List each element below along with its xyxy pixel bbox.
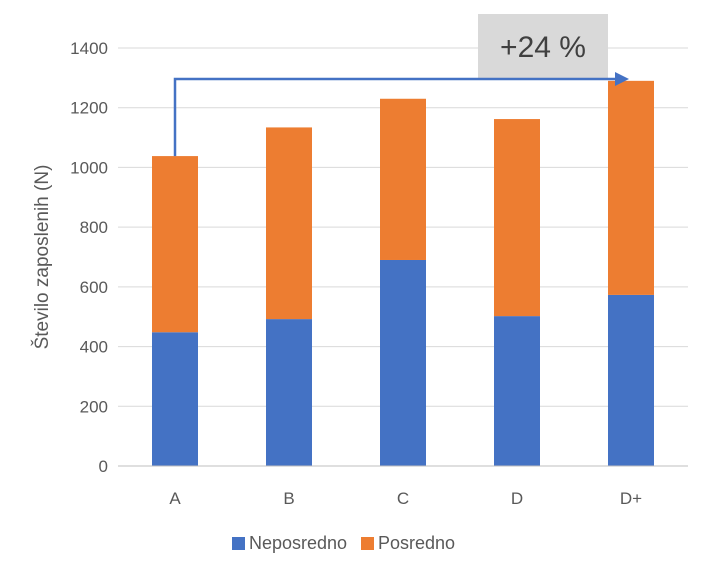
y-tick-label: 1400 bbox=[70, 39, 108, 58]
bar-neposredno-d bbox=[494, 316, 540, 466]
bar-neposredno-c bbox=[380, 259, 426, 466]
legend-label-neposredno: Neposredno bbox=[249, 533, 347, 553]
bar-neposredno-dplus bbox=[608, 294, 654, 466]
x-tick-label: D+ bbox=[620, 489, 642, 508]
y-tick-label: 400 bbox=[80, 338, 108, 357]
y-tick-label: 800 bbox=[80, 218, 108, 237]
callout-label: +24 % bbox=[500, 31, 586, 64]
y-axis-title: Število zaposlenih (N) bbox=[31, 165, 53, 350]
growth-callout: +24 % bbox=[173, 14, 629, 157]
x-tick-label: D bbox=[511, 489, 523, 508]
x-tick-label: B bbox=[283, 489, 294, 508]
y-tick-label: 1000 bbox=[70, 158, 108, 177]
legend-swatch-neposredno bbox=[232, 537, 245, 550]
legend: Neposredno Posredno bbox=[232, 533, 455, 553]
x-axis-ticks: A B C D D+ bbox=[169, 489, 642, 508]
bar-neposredno-b bbox=[266, 319, 312, 466]
bar-posredno-b bbox=[266, 127, 312, 320]
bar-posredno-d bbox=[494, 119, 540, 317]
bar-posredno-dplus bbox=[608, 80, 654, 295]
legend-label-posredno: Posredno bbox=[378, 533, 455, 553]
x-tick-label: A bbox=[169, 489, 181, 508]
bars bbox=[152, 80, 654, 466]
legend-swatch-posredno bbox=[361, 537, 374, 550]
bar-neposredno-a bbox=[152, 332, 198, 466]
arrowhead-icon bbox=[615, 72, 629, 86]
y-tick-label: 0 bbox=[99, 457, 108, 476]
y-tick-label: 600 bbox=[80, 278, 108, 297]
bar-posredno-a bbox=[152, 156, 198, 333]
x-tick-label: C bbox=[397, 489, 409, 508]
callout-box bbox=[478, 14, 608, 78]
y-tick-label: 1200 bbox=[70, 99, 108, 118]
y-tick-label: 200 bbox=[80, 397, 108, 416]
y-axis-ticks: 0 200 400 600 800 1000 1200 1400 bbox=[70, 39, 108, 476]
bar-posredno-c bbox=[380, 98, 426, 260]
growth-arrow bbox=[173, 77, 619, 157]
